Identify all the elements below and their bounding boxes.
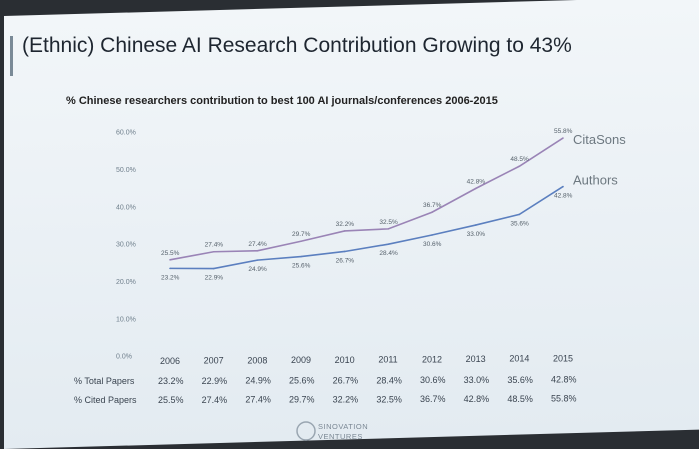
x-tick-label: 2015	[553, 353, 573, 363]
y-tick-label: 40.0%	[116, 204, 136, 211]
y-axis-ticks: 0.0% 10.0% 20.0% 30.0% 40.0% 50.0% 60.0%	[116, 130, 136, 361]
data-point	[518, 165, 521, 168]
data-point	[562, 185, 564, 188]
data-point	[474, 187, 477, 190]
table-cell: 25.6%	[289, 376, 315, 386]
data-label: 36.7%	[423, 202, 442, 209]
y-tick-label: 60.0%	[116, 130, 136, 137]
y-tick-label: 10.0%	[116, 316, 136, 323]
data-point	[387, 228, 390, 230]
data-label: 55.8%	[554, 128, 573, 135]
series-name-citasons: CitaSons	[573, 132, 626, 147]
data-label: 25.6%	[292, 263, 311, 270]
data-label: 32.5%	[379, 219, 398, 226]
y-tick-label: 20.0%	[116, 279, 136, 286]
slide-title: (Ethnic) Chinese AI Research Contributio…	[22, 34, 572, 57]
x-axis-years: 2006 2007 2008 2009 2010 2011 2012 2013 2014 2015	[160, 353, 573, 366]
table-cell: 30.6%	[420, 375, 446, 385]
data-point	[169, 267, 171, 270]
data-label: 30.6%	[423, 241, 442, 248]
y-tick-label: 30.0%	[116, 242, 136, 249]
x-tick-label: 2014	[509, 354, 529, 364]
data-point	[256, 249, 259, 252]
data-label: 24.9%	[248, 266, 267, 273]
table-cell: 33.0%	[464, 375, 490, 385]
data-point	[212, 267, 215, 270]
data-label: 42.8%	[467, 178, 486, 185]
data-point	[343, 230, 346, 232]
chart-subtitle: % Chinese researchers contribution to be…	[66, 95, 498, 107]
x-tick-label: 2012	[422, 354, 442, 364]
data-point	[518, 213, 521, 216]
sinovation-logo: SINOVATION VENTURES	[296, 421, 368, 441]
data-label: 22.9%	[205, 275, 224, 282]
data-table: % Total Papers 23.2% 22.9% 24.9% 25.6% 26.7% 2…	[74, 375, 577, 405]
x-tick-label: 2007	[204, 356, 224, 366]
table-cell: 36.7%	[420, 394, 446, 404]
table-cell: 26.7%	[333, 375, 359, 385]
data-labels: 25.5% 27.4% 27.4% 29.7% 32.2% 32.5% 36.7% 42.8%…	[161, 128, 573, 282]
table-cell: 48.5%	[507, 394, 533, 404]
series-line-citasons	[169, 137, 564, 261]
table-cell: 35.6%	[507, 375, 533, 385]
x-tick-label: 2006	[160, 356, 180, 366]
table-cell: 28.4%	[376, 375, 402, 385]
data-point	[212, 250, 215, 253]
data-label: 23.2%	[161, 274, 180, 281]
data-point	[300, 255, 302, 258]
table-cell: 42.8%	[551, 375, 577, 385]
data-label: 26.7%	[336, 257, 355, 264]
x-tick-label: 2008	[247, 355, 267, 365]
y-tick-label: 50.0%	[116, 167, 136, 174]
data-point	[343, 250, 346, 253]
x-tick-label: 2011	[378, 355, 397, 365]
data-point	[474, 224, 477, 226]
data-label: 33.0%	[467, 231, 486, 238]
data-label: 48.5%	[510, 156, 529, 163]
data-label: 25.5%	[161, 250, 180, 257]
data-point	[387, 243, 390, 245]
table-cell: 55.8%	[551, 394, 577, 404]
data-point	[300, 240, 302, 243]
table-cell: 22.9%	[202, 376, 228, 386]
data-label: 42.8%	[554, 193, 573, 200]
data-point	[431, 234, 433, 236]
table-cell: 27.4%	[245, 395, 271, 405]
table-row-label: % Total Papers	[74, 376, 135, 386]
table-cell: 24.9%	[245, 376, 271, 386]
x-tick-label: 2013	[466, 354, 486, 364]
x-tick-label: 2009	[291, 355, 311, 365]
series-line-authors	[169, 185, 564, 270]
data-label: 35.6%	[510, 220, 529, 227]
table-cell: 32.2%	[333, 394, 359, 404]
data-label: 32.2%	[336, 221, 355, 228]
logo-mark-icon	[296, 421, 316, 441]
data-point	[431, 211, 433, 214]
data-label: 27.4%	[205, 242, 224, 249]
series-name-authors: Authors	[573, 173, 618, 188]
table-cell: 29.7%	[289, 395, 315, 405]
series-lines	[169, 137, 564, 270]
series-names: CitaSons Authors	[573, 132, 626, 188]
title-accent-bar	[10, 36, 13, 76]
data-label: 28.4%	[379, 250, 398, 257]
table-cell: 42.8%	[464, 394, 490, 404]
table-row-label: % Cited Papers	[74, 395, 137, 405]
table-cell: 32.5%	[376, 394, 402, 404]
logo-line-2: VENTURES	[318, 432, 363, 441]
data-label: 27.4%	[248, 241, 267, 248]
table-cell: 27.4%	[202, 395, 228, 405]
y-tick-label: 0.0%	[116, 354, 132, 361]
data-point	[169, 259, 171, 261]
data-point	[562, 137, 564, 139]
logo-line-1: SINOVATION	[318, 422, 368, 431]
x-tick-label: 2010	[335, 355, 355, 365]
table-cell: 25.5%	[158, 395, 184, 405]
data-label: 29.7%	[292, 231, 311, 238]
table-cell: 23.2%	[158, 376, 184, 386]
data-point	[256, 259, 259, 261]
